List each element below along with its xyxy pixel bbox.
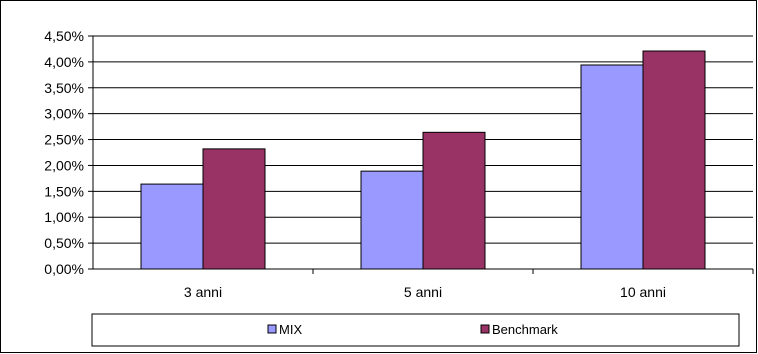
y-tick-label: 1,00% bbox=[44, 209, 84, 225]
bars bbox=[140, 50, 706, 270]
axes bbox=[88, 36, 754, 274]
y-tick-label: 3,50% bbox=[44, 80, 84, 96]
y-tick-label: 3,00% bbox=[44, 106, 84, 122]
y-tick-label: 0,50% bbox=[44, 235, 84, 251]
bar-mix-2 bbox=[360, 170, 424, 270]
y-tick-label: 2,00% bbox=[44, 157, 84, 173]
bar-mix-1 bbox=[140, 183, 204, 270]
x-tick-label: 3 anni bbox=[184, 284, 222, 300]
x-axis-categories: 3 anni 5 anni 10 anni bbox=[184, 284, 666, 300]
x-tick-label: 5 anni bbox=[404, 284, 442, 300]
y-tick-label: 4,50% bbox=[44, 28, 84, 44]
legend-swatch-mix bbox=[267, 324, 277, 334]
y-tick-label: 4,00% bbox=[44, 54, 84, 70]
bar-benchmark-2 bbox=[422, 131, 486, 270]
y-axis-ticks: 0,00% 0,50% 1,00% 1,50% 2,00% 2,50% 3,00% 3,50%… bbox=[44, 28, 93, 277]
y-tick-label: 0,00% bbox=[44, 261, 84, 277]
legend-box bbox=[91, 313, 740, 347]
bar-mix-3 bbox=[580, 64, 644, 270]
bar-benchmark-3 bbox=[642, 50, 706, 270]
x-tick-label: 10 anni bbox=[620, 284, 666, 300]
y-tick-label: 2,50% bbox=[44, 132, 84, 148]
legend-label: MIX bbox=[279, 322, 302, 337]
legend: MIX Benchmark bbox=[91, 313, 740, 347]
bar-benchmark-1 bbox=[202, 148, 266, 270]
legend-swatch-benchmark bbox=[480, 324, 490, 334]
legend-label: Benchmark bbox=[492, 322, 558, 337]
y-tick-label: 1,50% bbox=[44, 183, 84, 199]
